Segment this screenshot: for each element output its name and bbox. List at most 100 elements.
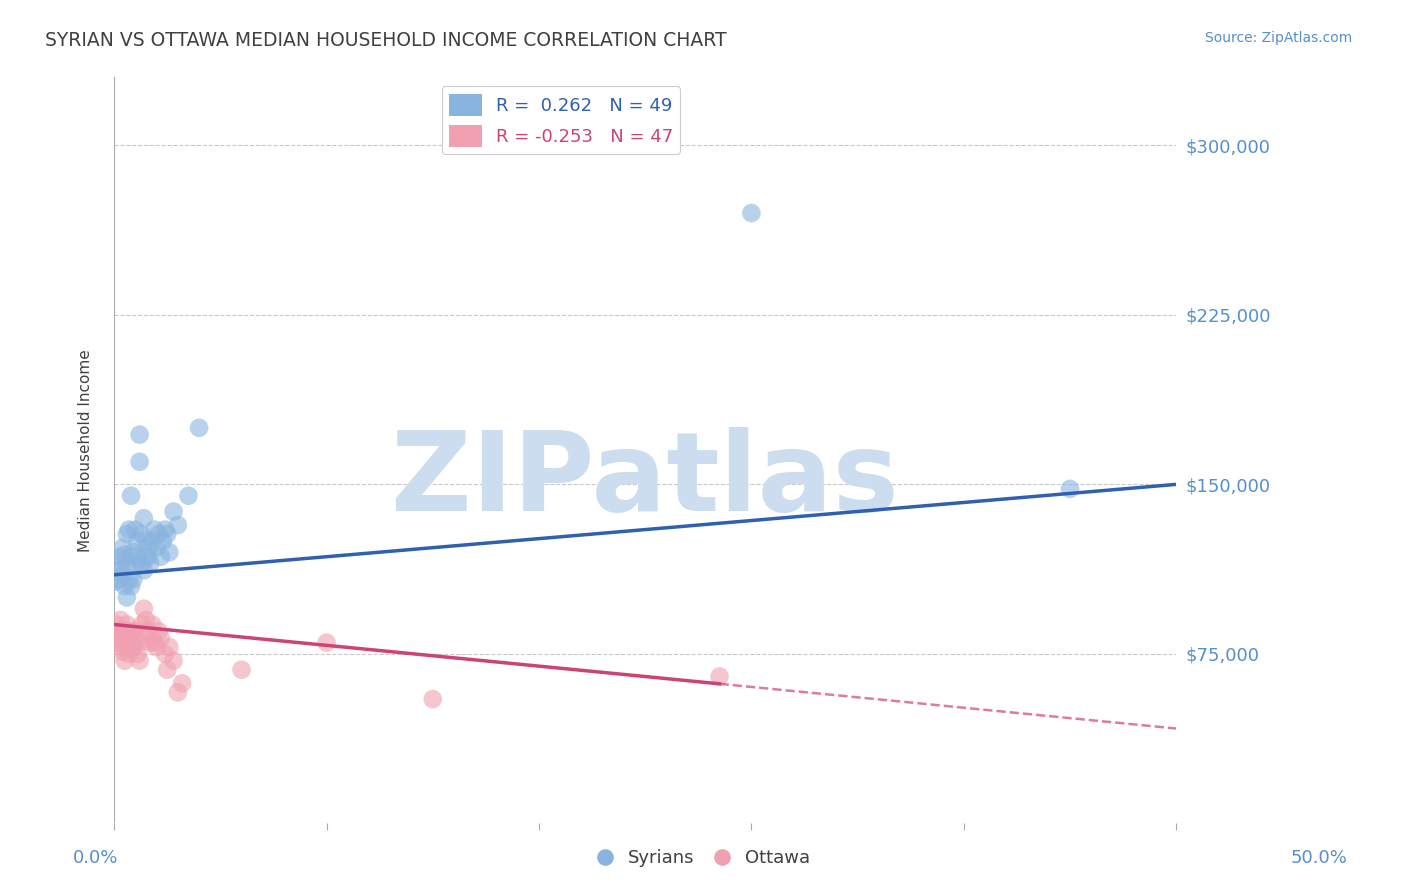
Point: [145, 541, 167, 555]
Point: [127, 549, 149, 564]
Point: [188, 421, 211, 435]
Point: [120, 549, 142, 564]
Point: [115, 617, 138, 632]
Point: [114, 635, 136, 649]
Point: [740, 206, 762, 220]
Point: [118, 635, 141, 649]
Point: [139, 557, 162, 571]
Point: [132, 563, 155, 577]
Point: [127, 533, 149, 548]
Point: [166, 518, 188, 533]
Point: [422, 692, 444, 706]
Point: [114, 654, 136, 668]
Text: SYRIAN VS OTTAWA MEDIAN HOUSEHOLD INCOME CORRELATION CHART: SYRIAN VS OTTAWA MEDIAN HOUSEHOLD INCOME…: [45, 31, 727, 50]
Point: [122, 640, 145, 654]
Point: [136, 624, 159, 639]
Point: [141, 533, 163, 548]
Point: [709, 669, 731, 683]
Point: [153, 523, 176, 537]
Text: 0.0%: 0.0%: [73, 849, 118, 867]
Point: [110, 549, 132, 564]
Point: [122, 631, 145, 645]
Point: [162, 654, 184, 668]
Point: [105, 574, 128, 589]
Point: [120, 640, 142, 654]
Point: [114, 548, 136, 562]
Point: [110, 640, 132, 654]
Point: [124, 557, 146, 571]
Point: [315, 635, 337, 649]
Point: [114, 624, 136, 639]
Point: [157, 545, 180, 559]
Point: [128, 654, 150, 668]
Point: [143, 635, 166, 649]
Point: [110, 629, 132, 643]
Point: [120, 624, 142, 639]
Point: [141, 617, 163, 632]
Point: [111, 567, 134, 582]
Point: [118, 572, 141, 586]
Point: [105, 617, 128, 632]
Point: [135, 533, 157, 548]
Point: [149, 631, 172, 645]
Point: [177, 489, 200, 503]
Point: [135, 613, 157, 627]
Point: [131, 617, 153, 632]
Legend: Syrians, Ottawa: Syrians, Ottawa: [589, 842, 817, 874]
Point: [120, 489, 142, 503]
Point: [111, 541, 134, 555]
Point: [107, 635, 129, 649]
Point: [148, 527, 170, 541]
Point: [152, 533, 174, 548]
Point: [118, 523, 141, 537]
Point: [136, 541, 159, 555]
Point: [127, 647, 149, 661]
Point: [115, 557, 138, 571]
Point: [122, 572, 145, 586]
Point: [1059, 482, 1081, 496]
Point: [231, 663, 253, 677]
Point: [148, 624, 170, 639]
Text: Source: ZipAtlas.com: Source: ZipAtlas.com: [1205, 31, 1353, 45]
Point: [149, 549, 172, 564]
Point: [156, 527, 179, 541]
Point: [105, 631, 128, 645]
Point: [141, 631, 163, 645]
Point: [110, 613, 132, 627]
Point: [107, 563, 129, 577]
Point: [115, 591, 138, 605]
Y-axis label: Median Household Income: Median Household Income: [79, 349, 93, 552]
Point: [172, 676, 194, 690]
Point: [118, 631, 141, 645]
Point: [120, 579, 142, 593]
Point: [115, 527, 138, 541]
Point: [107, 624, 129, 639]
Point: [111, 631, 134, 645]
Point: [143, 523, 166, 537]
Point: [122, 545, 145, 559]
Point: [166, 685, 188, 699]
Legend: R =  0.262   N = 49, R = -0.253   N = 47: R = 0.262 N = 49, R = -0.253 N = 47: [441, 87, 681, 154]
Point: [111, 645, 134, 659]
Point: [157, 640, 180, 654]
Point: [156, 663, 179, 677]
Point: [136, 549, 159, 564]
Point: [110, 557, 132, 571]
Point: [118, 647, 141, 661]
Point: [128, 427, 150, 442]
Point: [115, 640, 138, 654]
Point: [107, 572, 129, 586]
Point: [131, 527, 153, 541]
Text: ZIPatlas: ZIPatlas: [391, 426, 898, 533]
Point: [135, 549, 157, 564]
Point: [139, 635, 162, 649]
Point: [132, 601, 155, 615]
Point: [131, 557, 153, 571]
Point: [114, 579, 136, 593]
Point: [153, 647, 176, 661]
Text: 50.0%: 50.0%: [1291, 849, 1347, 867]
Point: [124, 523, 146, 537]
Point: [124, 624, 146, 639]
Point: [162, 504, 184, 518]
Point: [128, 455, 150, 469]
